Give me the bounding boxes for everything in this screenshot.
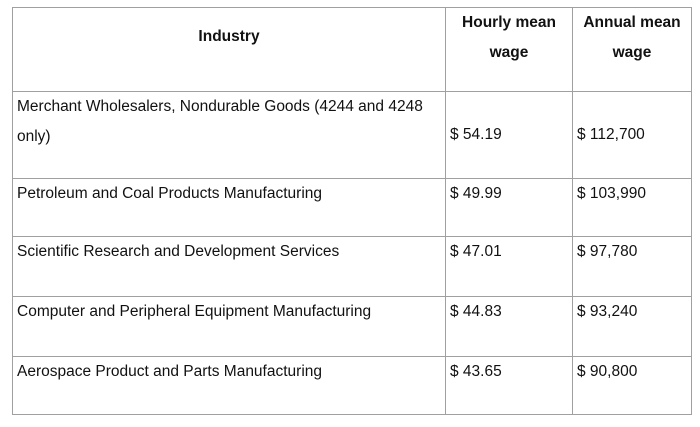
wage-cell: $ 112,700 [572, 91, 692, 179]
table-row: Scientific Research and Development Serv… [12, 236, 692, 297]
industry-cell: Aerospace Product and Parts Manufacturin… [12, 356, 446, 415]
wage-cell: $ 97,780 [572, 236, 692, 297]
table-row: Merchant Wholesalers, Nondurable Goods (… [12, 91, 692, 179]
wage-cell: $ 47.01 [445, 236, 573, 297]
wage-cell: $ 44.83 [445, 296, 573, 357]
wage-cell: $ 49.99 [445, 178, 573, 237]
industry-cell: Scientific Research and Development Serv… [12, 236, 446, 297]
table-row: Computer and Peripheral Equipment Manufa… [12, 296, 692, 357]
wage-table: Industry Hourly mean wage Annual mean wage… [12, 7, 692, 415]
table-row: Petroleum and Coal Products Manufacturin… [12, 178, 692, 237]
industry-cell: Merchant Wholesalers, Nondurable Goods (… [12, 91, 446, 179]
header-row: Industry Hourly mean wage Annual mean wage [12, 7, 692, 92]
wage-cell: $ 54.19 [445, 91, 573, 179]
table-body: Merchant Wholesalers, Nondurable Goods (… [12, 91, 692, 415]
wage-cell: $ 93,240 [572, 296, 692, 357]
industry-cell: Petroleum and Coal Products Manufacturin… [12, 178, 446, 237]
column-header: Hourly mean wage [445, 7, 573, 92]
table-row: Aerospace Product and Parts Manufacturin… [12, 356, 692, 415]
industry-cell: Computer and Peripheral Equipment Manufa… [12, 296, 446, 357]
column-header: Industry [12, 7, 446, 92]
wage-cell: $ 43.65 [445, 356, 573, 415]
wage-cell: $ 90,800 [572, 356, 692, 415]
column-header: Annual mean wage [572, 7, 692, 92]
wage-cell: $ 103,990 [572, 178, 692, 237]
